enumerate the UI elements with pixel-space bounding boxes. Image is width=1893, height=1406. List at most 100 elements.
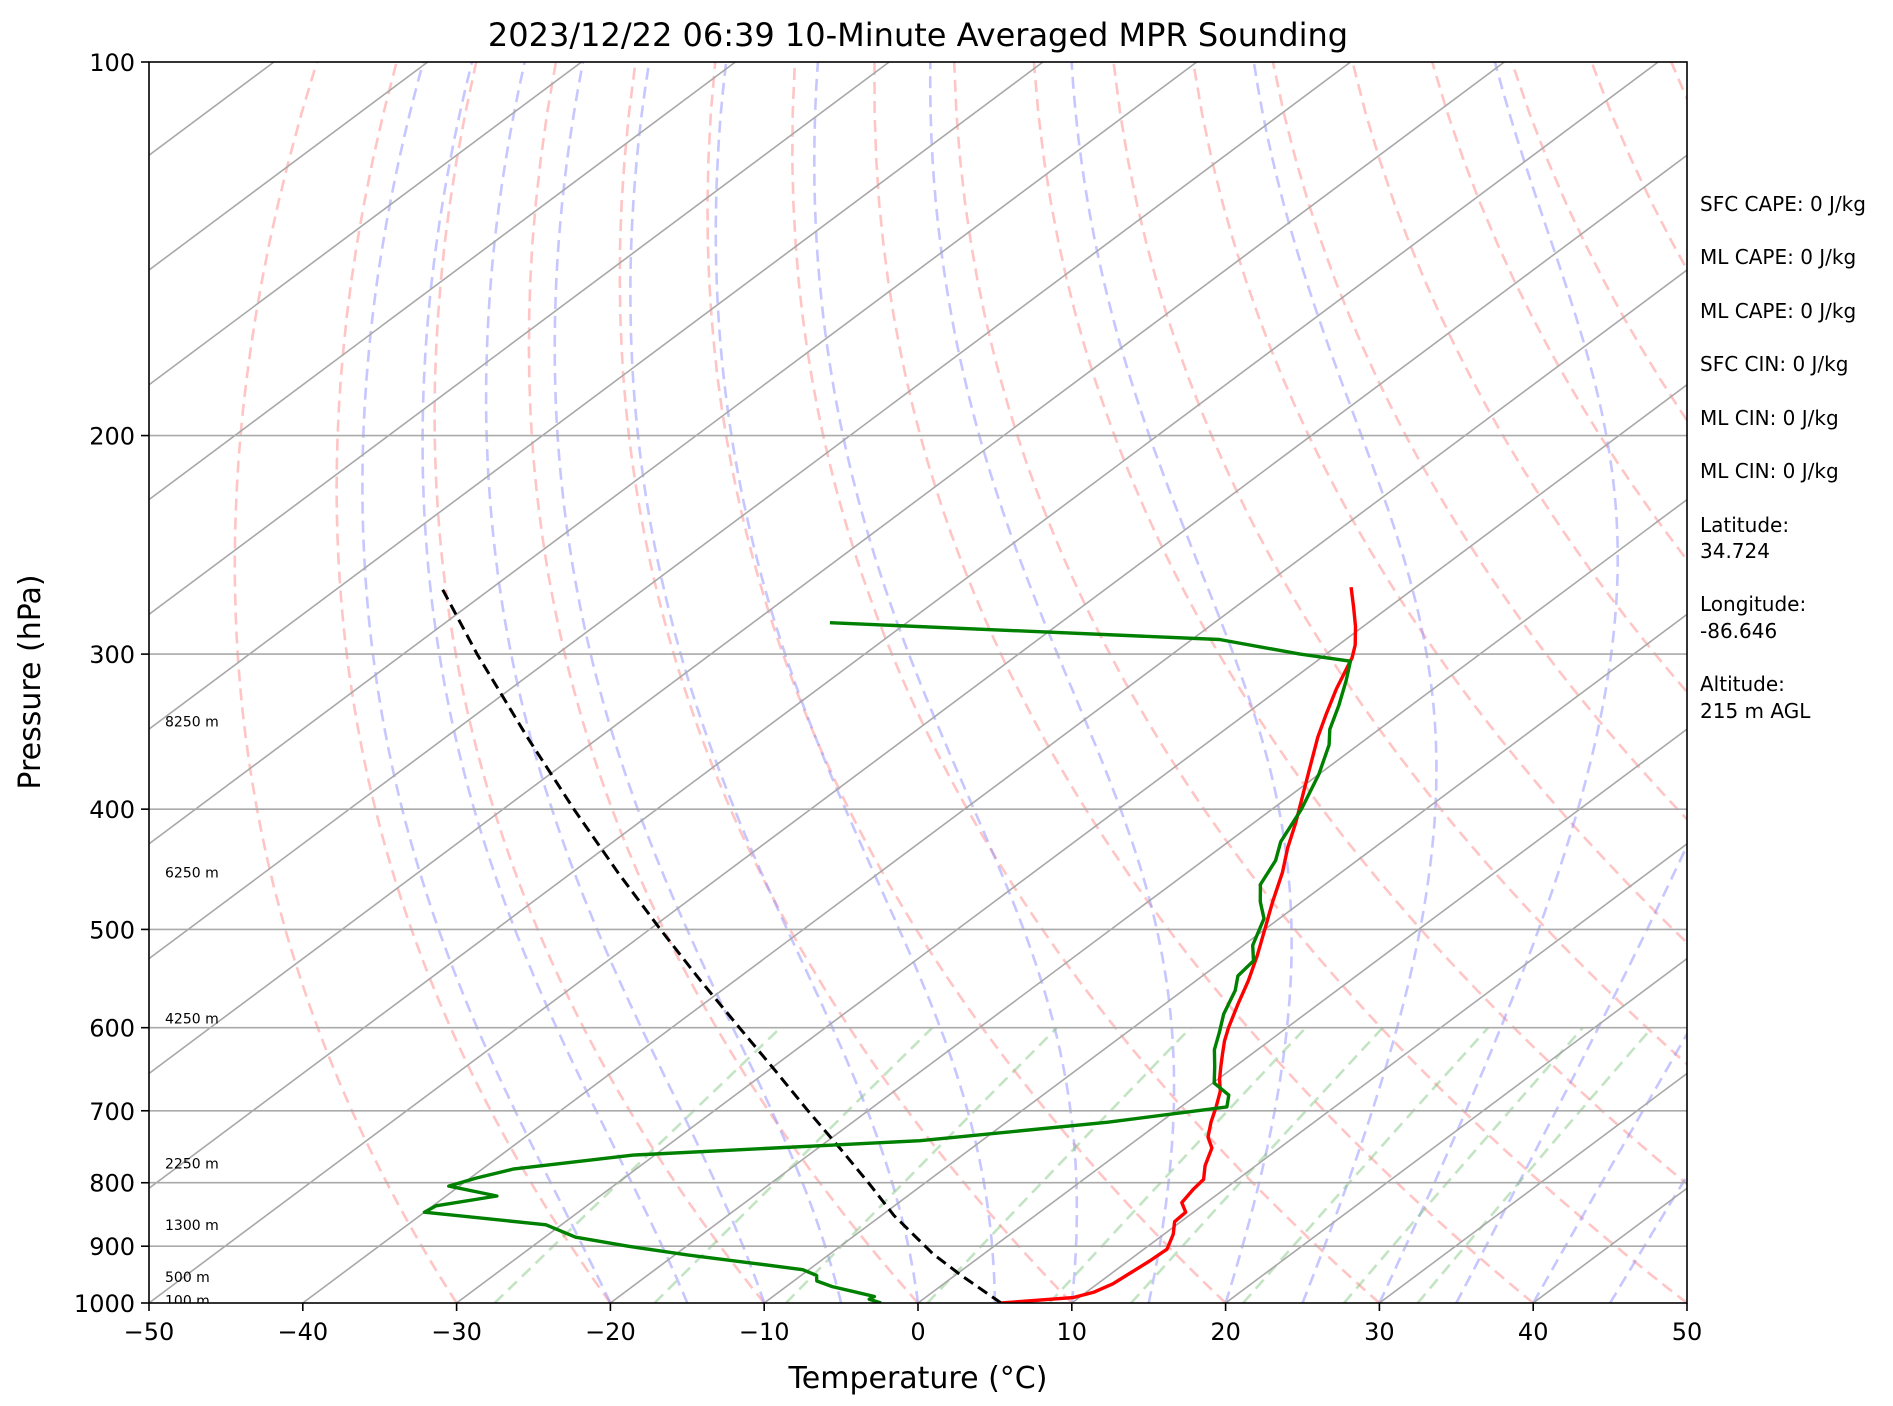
y-tick-label: 300 xyxy=(89,641,135,669)
moist-adiabat-line xyxy=(928,62,1176,1303)
temperature-profile-line xyxy=(1000,586,1358,1303)
height-label: 6250 m xyxy=(165,866,219,882)
latitude-label: Latitude: xyxy=(1700,513,1789,537)
height-label: 2250 m xyxy=(165,1157,219,1173)
dry-adiabat-line xyxy=(618,62,1073,1303)
dry-adiabat-line xyxy=(233,62,458,1303)
y-tick-label: 700 xyxy=(89,1098,135,1126)
moist-adiabat-line xyxy=(421,62,689,1303)
x-tick-label: −50 xyxy=(124,1318,175,1346)
moist-adiabat-line xyxy=(1252,62,1438,1303)
dry-adiabat-line xyxy=(1032,62,1687,1186)
altitude-label: Altitude: xyxy=(1700,672,1785,696)
mixing-ratio-line xyxy=(1416,1026,1653,1303)
mixing-ratio-line xyxy=(785,1026,1058,1303)
ml-cape-text: ML CAPE: 0 J/kg xyxy=(1700,245,1856,269)
longitude-label: Longitude: xyxy=(1700,592,1806,616)
dewpoint-profile-line xyxy=(422,621,1353,1303)
moist-adiabat-line xyxy=(812,62,1079,1303)
x-tick-label: −20 xyxy=(585,1318,636,1346)
dry-adiabat-line xyxy=(873,62,1535,1303)
moist-adiabat-line xyxy=(1455,842,1687,1303)
y-tick-label: 600 xyxy=(89,1015,135,1043)
dry-adiabats xyxy=(233,62,1687,1303)
isotherm-line xyxy=(149,62,1352,960)
ml-cin-text-2: ML CIN: 0 J/kg xyxy=(1700,459,1839,483)
isotherm-line xyxy=(149,62,1505,1075)
x-tick-label: −30 xyxy=(431,1318,482,1346)
dry-adiabat-line xyxy=(1112,62,1687,1066)
isotherm-line xyxy=(149,62,583,386)
isotherm-line xyxy=(149,62,1198,845)
isotherm-line xyxy=(149,154,1687,1303)
dry-adiabat-line xyxy=(1271,62,1687,822)
moist-adiabat-line xyxy=(361,62,612,1303)
dry-adiabat-line xyxy=(1430,62,1687,563)
altitude-value: 215 m AGL xyxy=(1700,699,1811,723)
x-axis-label: Temperature (°C) xyxy=(788,1361,1048,1396)
ml-cin-text: ML CIN: 0 J/kg xyxy=(1700,406,1839,430)
latitude-value: 34.724 xyxy=(1700,539,1770,563)
isotherm-line xyxy=(302,269,1687,1303)
isotherm-line xyxy=(149,62,1044,731)
height-label: 500 m xyxy=(165,1270,210,1286)
isotherm-grid xyxy=(149,62,1687,1303)
dry-adiabat-line xyxy=(1191,62,1687,945)
dry-adiabat-line xyxy=(335,62,612,1303)
mixing-ratio-line xyxy=(1048,1026,1307,1303)
sfc-cape-text: SFC CAPE: 0 J/kg xyxy=(1700,192,1866,216)
y-tick-label: 1000 xyxy=(74,1290,135,1318)
height-label: 8250 m xyxy=(165,715,219,731)
x-tick-label: 40 xyxy=(1518,1318,1549,1346)
x-tick-label: 0 xyxy=(910,1318,925,1346)
dry-adiabat-line xyxy=(706,62,1227,1303)
longitude-value: -86.646 xyxy=(1700,619,1777,643)
ml-cape-text-2: ML CAPE: 0 J/kg xyxy=(1700,299,1856,323)
isotherm-line xyxy=(763,613,1687,1303)
dry-adiabat-line xyxy=(790,62,1381,1303)
mixing-ratio-line xyxy=(653,1026,934,1303)
y-tick-label: 100 xyxy=(89,49,135,77)
isotherm-line xyxy=(149,62,736,501)
mixing-ratio-line xyxy=(1343,1026,1584,1303)
isotherm-line xyxy=(149,62,890,616)
moist-adiabat-line xyxy=(1532,1031,1687,1303)
x-axis-ticks: −50 −40 −30 −20 −10 0 10 20 30 40 50 xyxy=(124,1303,1703,1346)
dry-adiabat-line xyxy=(952,62,1687,1303)
y-axis-label: Pressure (hPa) xyxy=(13,574,48,789)
x-tick-label: −10 xyxy=(739,1318,790,1346)
height-label: 1300 m xyxy=(165,1218,219,1234)
moist-adiabat-line xyxy=(1378,62,1619,1303)
sfc-cin-text: SFC CIN: 0 J/kg xyxy=(1700,352,1848,376)
isotherm-line xyxy=(1225,957,1687,1303)
moist-adiabat-line xyxy=(714,62,997,1303)
isotherm-line xyxy=(1071,842,1687,1303)
moist-adiabat-line xyxy=(553,62,843,1303)
dry-adiabat-line xyxy=(1351,62,1687,695)
height-label: 100 m xyxy=(165,1293,210,1309)
isotherm-line xyxy=(456,383,1687,1303)
x-tick-label: 10 xyxy=(1057,1318,1088,1346)
y-tick-label: 900 xyxy=(89,1233,135,1261)
moist-adiabat-line xyxy=(1070,62,1293,1303)
isotherm-line xyxy=(917,728,1687,1303)
y-tick-label: 400 xyxy=(89,796,135,824)
x-tick-label: 30 xyxy=(1364,1318,1395,1346)
height-label: 4250 m xyxy=(165,1012,219,1028)
parcel-profile-line xyxy=(441,588,1002,1303)
x-tick-label: 20 xyxy=(1210,1318,1241,1346)
y-tick-label: 800 xyxy=(89,1170,135,1198)
x-tick-label: 50 xyxy=(1672,1318,1703,1346)
isotherm-line xyxy=(149,62,1659,1190)
dry-adiabat-line xyxy=(433,62,766,1303)
isotherm-line xyxy=(609,498,1687,1303)
chart-title: 2023/12/22 06:39 10-Minute Averaged MPR … xyxy=(488,16,1348,54)
y-tick-label: 200 xyxy=(89,423,135,451)
isotherm-line xyxy=(149,62,429,272)
moist-adiabat-line xyxy=(1608,1173,1687,1303)
dry-adiabat-line xyxy=(527,62,919,1303)
moist-adiabats xyxy=(361,62,1687,1303)
y-tick-label: 500 xyxy=(89,916,135,944)
isotherm-line xyxy=(1378,1072,1687,1303)
